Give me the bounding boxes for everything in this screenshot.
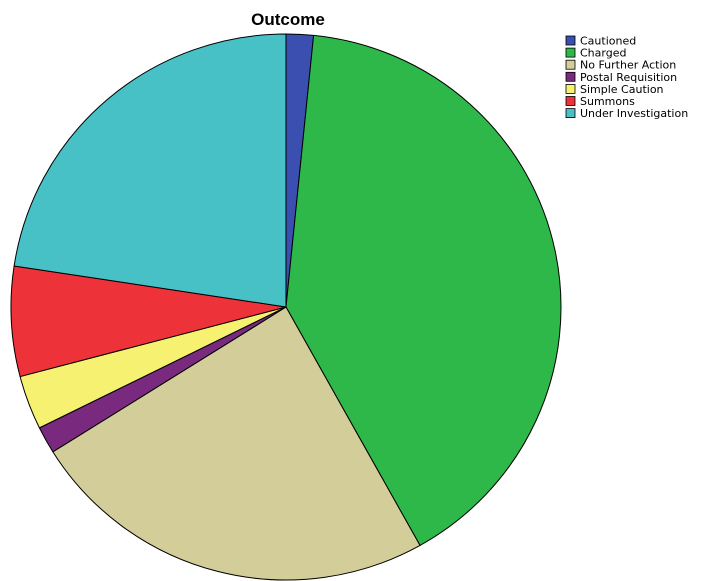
- pie-slice-summons: [10, 265, 287, 378]
- pie-slice-under-investigation: [13, 33, 287, 308]
- pie-slice-no-further-action: [52, 306, 421, 581]
- legend-swatch-no-further-action: [565, 59, 576, 70]
- legend-swatch-postal-requisition: [565, 71, 576, 82]
- legend-swatch-charged: [565, 47, 576, 58]
- legend-item-under-investigation: Under Investigation: [565, 107, 688, 120]
- legend-label-under-investigation: Under Investigation: [580, 107, 688, 120]
- legend-swatch-cautioned: [565, 35, 576, 46]
- legend-item-cautioned: Cautioned: [565, 35, 636, 48]
- legend-item-summons: Summons: [565, 95, 635, 108]
- legend-item-no-further-action: No Further Action: [565, 59, 676, 72]
- legend-item-simple-caution: Simple Caution: [565, 83, 664, 96]
- legend-swatch-simple-caution: [565, 84, 576, 94]
- legend-item-charged: Charged: [565, 47, 626, 60]
- legend-label-summons: Summons: [580, 95, 635, 108]
- chart-title: Outcome: [251, 10, 325, 29]
- legend-label-postal-requisition: Postal Requisition: [580, 71, 677, 84]
- legend-label-cautioned: Cautioned: [580, 35, 636, 48]
- legend-label-simple-caution: Simple Caution: [580, 83, 664, 96]
- legend-item-postal-requisition: Postal Requisition: [565, 71, 677, 84]
- legend-swatch-summons: [565, 96, 576, 106]
- pie-slice-charged: [285, 34, 562, 546]
- pie-slices: [10, 33, 562, 581]
- legend-swatch-under-investigation: [565, 108, 576, 118]
- legend-label-no-further-action: No Further Action: [580, 59, 676, 72]
- legend-label-charged: Charged: [580, 47, 626, 60]
